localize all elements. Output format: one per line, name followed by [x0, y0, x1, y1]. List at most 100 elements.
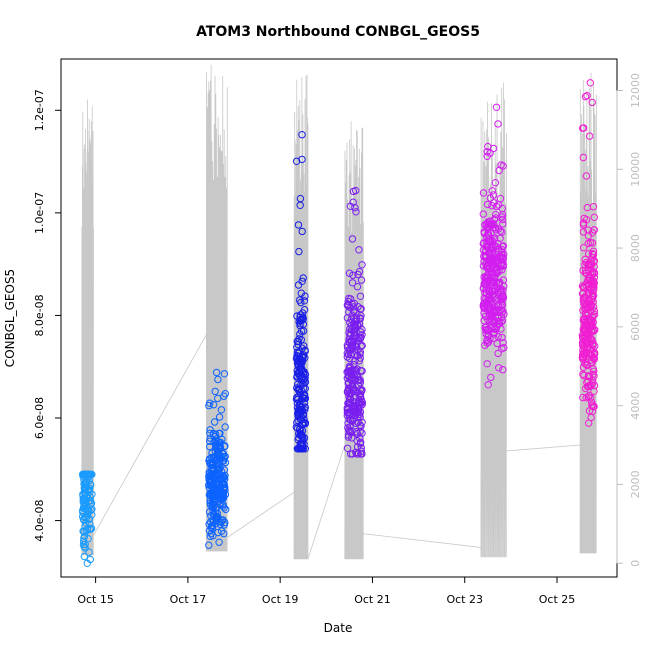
data-point [295, 352, 303, 361]
data-point [590, 372, 598, 380]
data-point [585, 407, 594, 415]
data-point [579, 325, 587, 334]
data-point [489, 191, 498, 199]
data-point [212, 368, 221, 377]
data-point [221, 475, 229, 483]
data-point [211, 432, 219, 441]
data-point [205, 401, 213, 410]
data-point [589, 282, 597, 290]
data-point [87, 499, 96, 508]
data-point [498, 333, 506, 342]
data-point [499, 366, 507, 374]
data-point [212, 441, 220, 450]
data-point [358, 261, 366, 269]
data-point [495, 364, 503, 372]
data-point [352, 428, 361, 436]
data-point [491, 179, 500, 187]
data-point [221, 423, 229, 431]
data-point [79, 537, 88, 545]
data-point [588, 98, 596, 107]
data-point [298, 155, 306, 164]
data-point [293, 348, 301, 356]
data-point [586, 320, 595, 328]
data-point [589, 247, 598, 256]
data-point [347, 315, 355, 323]
data-point [297, 406, 305, 414]
data-point [355, 268, 364, 276]
data-point [355, 391, 363, 399]
data-point [348, 279, 357, 287]
data-point [579, 219, 588, 227]
data-point [350, 307, 358, 316]
data-point [490, 319, 498, 327]
data-point [583, 92, 591, 100]
data-point [301, 354, 309, 362]
data-point [349, 417, 357, 425]
y2-tick-label: 0 [629, 560, 642, 567]
data-point [584, 342, 592, 351]
x-tick-label: Oct 15 [77, 593, 114, 606]
data-point [490, 199, 498, 207]
data-point [483, 339, 491, 347]
data-point [86, 520, 94, 528]
data-point [491, 242, 500, 250]
data-point [587, 359, 595, 367]
x-tick-label: Oct 17 [170, 593, 207, 606]
data-point [210, 454, 218, 462]
data-point [214, 394, 222, 403]
data-point [479, 189, 488, 197]
data-point [345, 338, 353, 346]
data-point [493, 266, 501, 274]
data-point [296, 330, 304, 338]
y2-tick-label: 12000 [629, 73, 642, 108]
data-point [486, 256, 495, 265]
data-point [484, 269, 493, 278]
data-point [483, 152, 491, 161]
data-point [487, 312, 496, 320]
data-point [300, 434, 309, 442]
data-point [208, 477, 216, 485]
data-point [352, 342, 360, 350]
data-point [212, 485, 220, 493]
data-point [583, 361, 591, 370]
data-point [581, 93, 590, 101]
data-point [487, 299, 496, 308]
data-point [580, 244, 588, 252]
data-point [489, 144, 498, 153]
data-point [486, 281, 494, 289]
data-point [495, 166, 503, 175]
data-point [498, 309, 506, 317]
data-point [299, 410, 308, 418]
data-point [349, 386, 357, 394]
data-point [218, 450, 227, 458]
data-point [349, 187, 358, 196]
data-point [84, 487, 92, 495]
data-point [300, 306, 309, 314]
altitude-trace-connector [506, 444, 581, 452]
data-point [500, 344, 508, 352]
data-point [81, 513, 90, 521]
data-point [209, 507, 217, 515]
y-tick-label: 6.0e-08 [33, 397, 46, 439]
data-point [80, 542, 88, 551]
data-point [79, 513, 87, 521]
data-point [350, 367, 359, 375]
data-point [479, 239, 487, 248]
data-point [343, 444, 352, 452]
data-point [292, 423, 300, 431]
altitude-trace-layer [81, 64, 597, 560]
data-point [300, 342, 308, 350]
data-point [488, 220, 497, 229]
data-point [349, 198, 357, 206]
data-point [490, 215, 499, 224]
data-point [297, 361, 305, 369]
data-point [587, 271, 595, 279]
data-point [580, 347, 588, 355]
data-point [79, 527, 87, 535]
data-point [481, 323, 489, 332]
data-point [358, 429, 366, 437]
data-point [486, 264, 494, 273]
data-point [584, 261, 593, 270]
altitude-trace-connector [92, 334, 207, 536]
y2-tick-label: 2000 [629, 470, 642, 498]
